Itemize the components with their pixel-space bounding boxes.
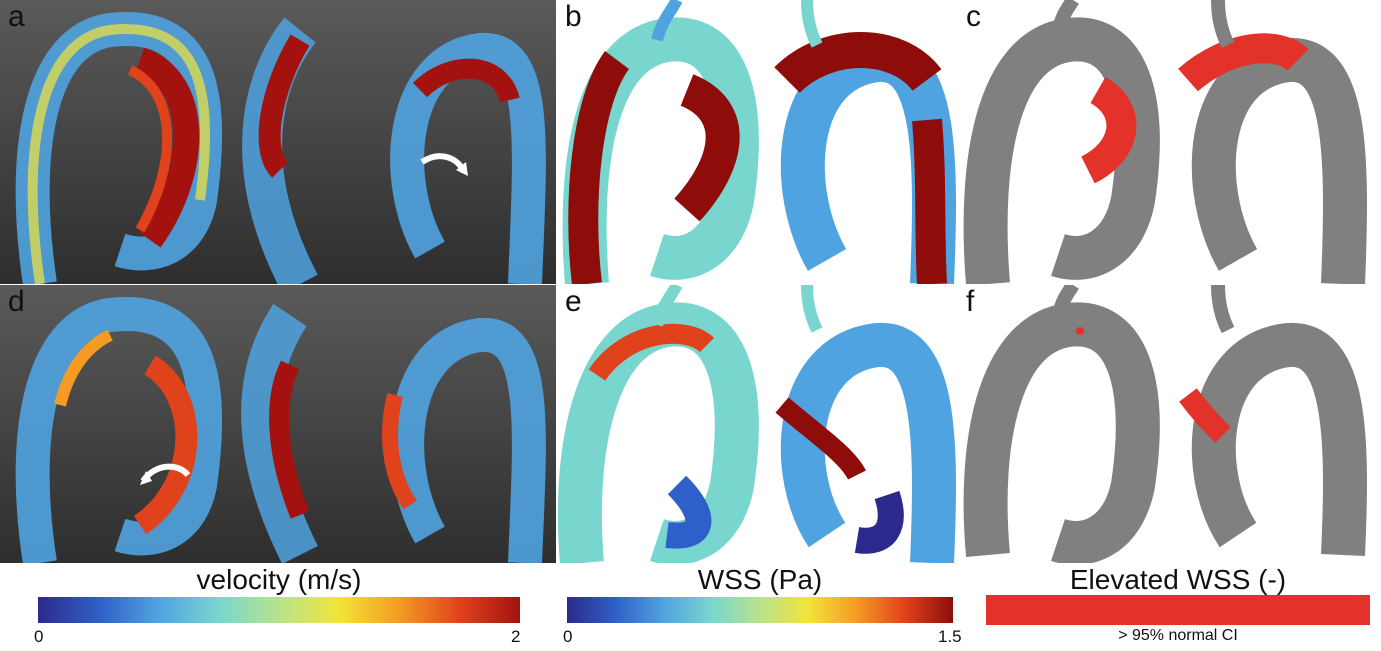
velocity-min-tick: 0 xyxy=(34,627,44,646)
wss-colorbar xyxy=(567,597,953,623)
panel-label-d: d xyxy=(8,285,25,318)
panel-a-flow-streamlines: a xyxy=(0,0,556,284)
panel-label-a: a xyxy=(8,0,25,33)
panel-c-image xyxy=(958,0,1381,284)
panel-c-elevated-wss-map: c xyxy=(958,0,1381,284)
panel-label-b: b xyxy=(565,0,582,33)
panel-e-image xyxy=(557,285,957,563)
panel-f-elevated-wss-map: f xyxy=(958,285,1381,563)
panel-label-e: e xyxy=(565,285,582,318)
panel-a-image xyxy=(0,0,556,284)
elevated-wss-colorbar-title: Elevated WSS (-) xyxy=(1069,564,1287,595)
wss-min-tick: 0 xyxy=(563,627,573,646)
velocity-max-tick: 2 xyxy=(511,627,521,646)
panel-b-image xyxy=(557,0,957,284)
elevated-wss-note: > 95% normal CI xyxy=(1118,627,1238,644)
elevated-wss-colorbar xyxy=(986,595,1370,625)
panel-b-wss-map: b xyxy=(557,0,957,284)
wss-colorbar-title: WSS (Pa) xyxy=(697,564,823,595)
panel-label-f: f xyxy=(966,285,975,318)
panel-label-c: c xyxy=(966,0,981,33)
wss-max-tick: 1.5 xyxy=(938,627,962,646)
panel-e-wss-map: e xyxy=(557,285,957,563)
panel-d-image xyxy=(0,285,556,563)
panel-f-image xyxy=(958,285,1381,563)
velocity-colorbar-title: velocity (m/s) xyxy=(196,564,362,595)
velocity-colorbar xyxy=(38,597,520,623)
panel-d-flow-streamlines: d xyxy=(0,285,556,563)
